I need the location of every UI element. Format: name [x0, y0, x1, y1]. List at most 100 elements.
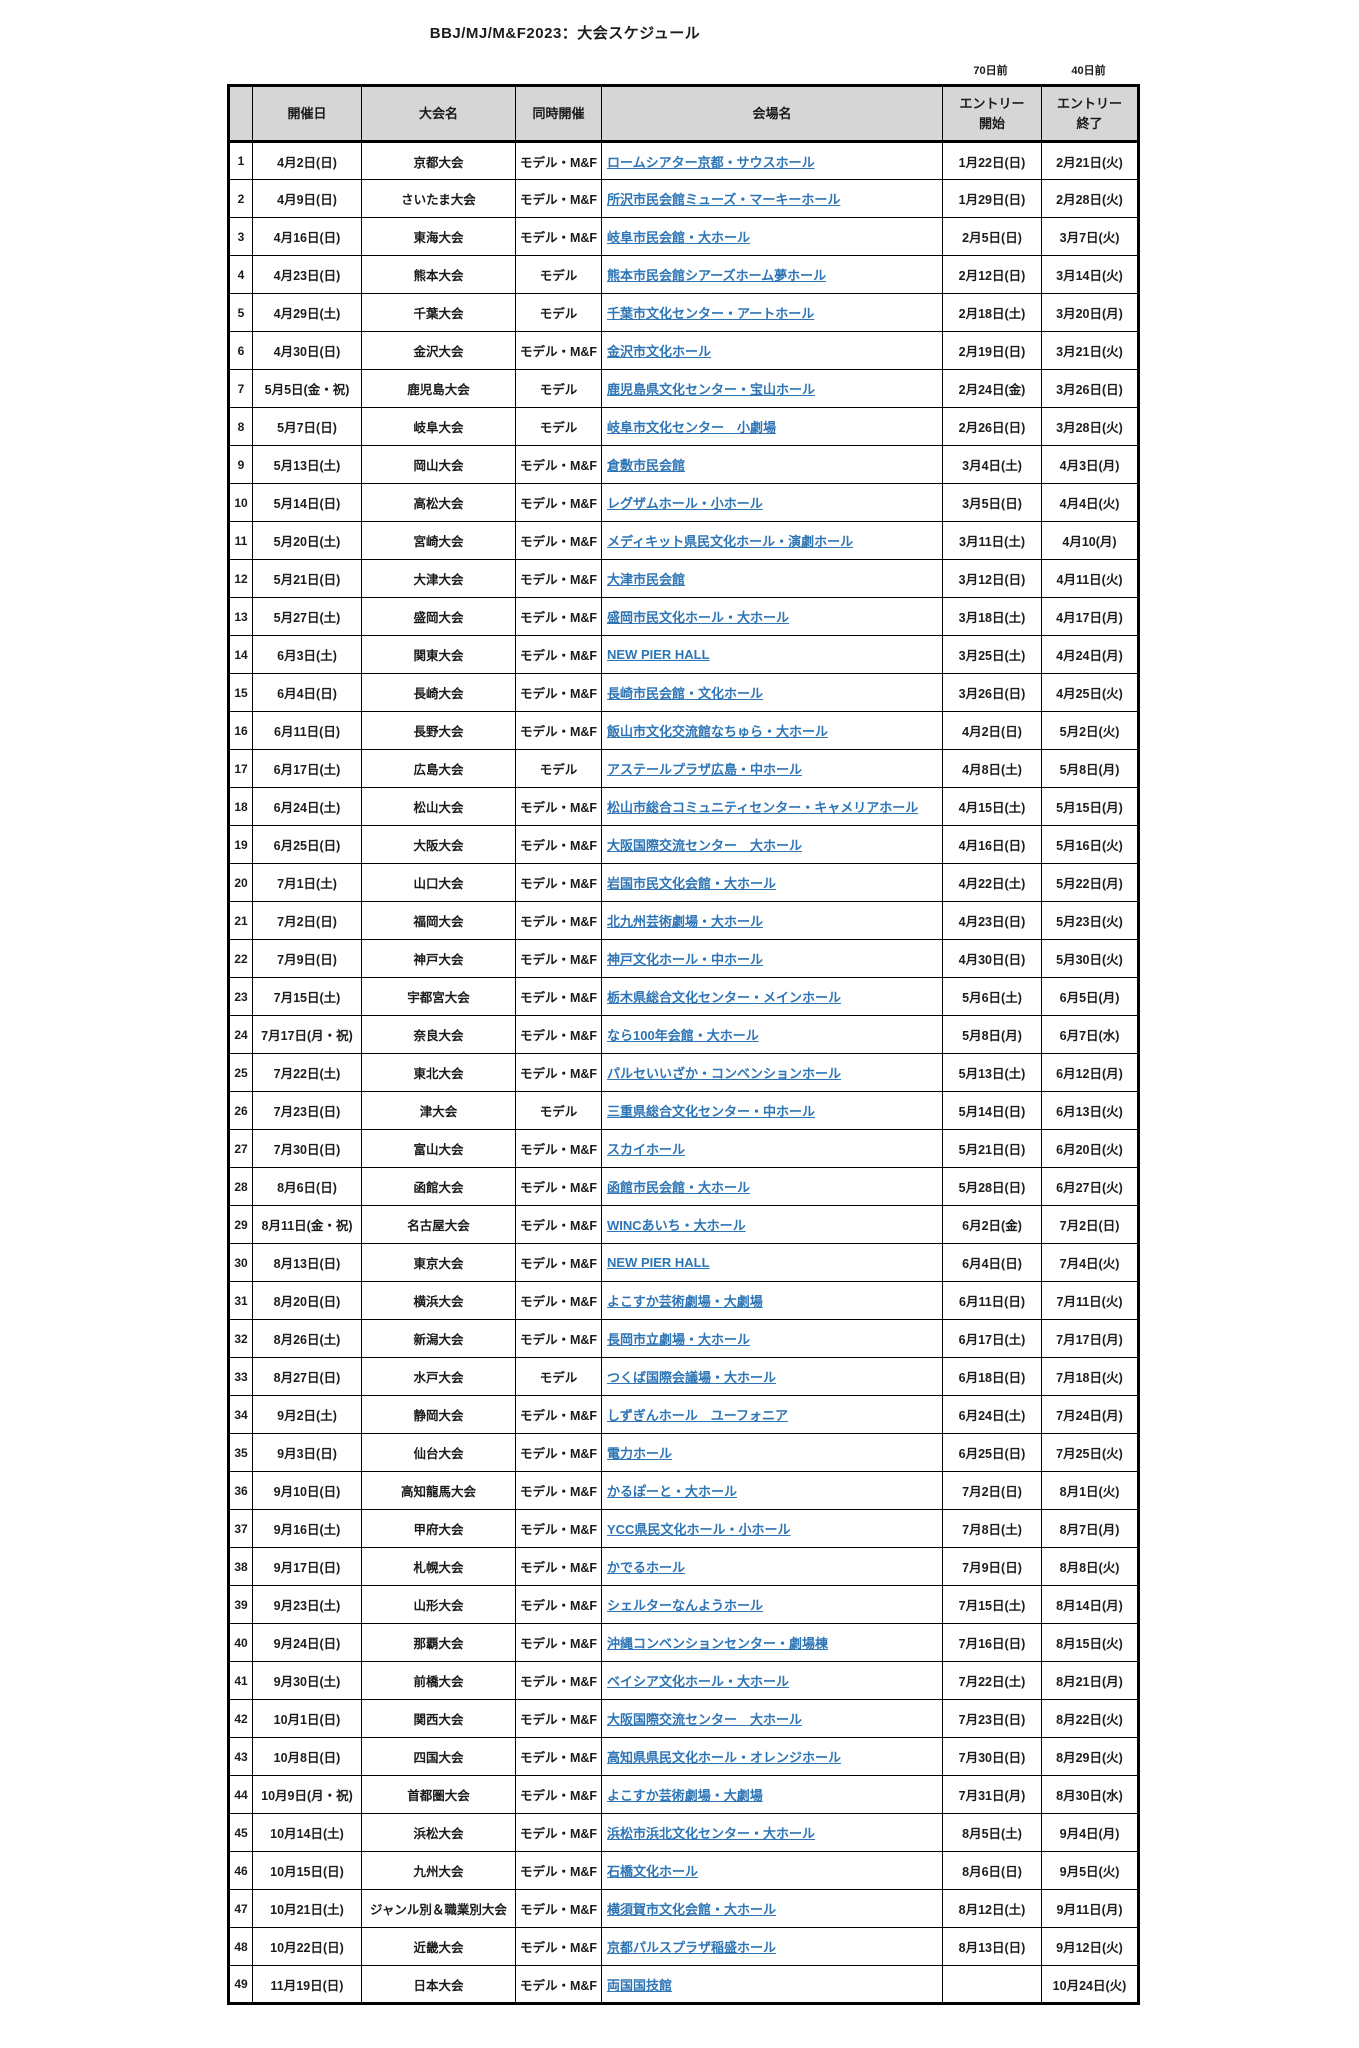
col-header-entry-end: エントリー 終了: [1041, 85, 1139, 143]
venue-link[interactable]: NEW PIER HALL: [607, 1255, 710, 1270]
venue-link[interactable]: WINCあいち・大ホール: [607, 1218, 746, 1233]
venue-link[interactable]: スカイホール: [607, 1142, 686, 1157]
venue-link[interactable]: 松山市総合コミュニティセンター・キャメリアホール: [607, 800, 919, 815]
venue-link[interactable]: 横須賀市文化会館・大ホール: [607, 1902, 777, 1917]
event-date: 8月26日(土): [252, 1319, 362, 1358]
entry-start-date: 2月26日(日): [942, 407, 1042, 446]
venue-link[interactable]: メディキット県民文化ホール・演劇ホール: [607, 534, 854, 549]
venue-link[interactable]: 岩国市民文化会館・大ホール: [607, 876, 777, 891]
row-number: 5: [228, 293, 253, 332]
venue-link[interactable]: 長岡市立劇場・大ホール: [607, 1332, 751, 1347]
venue-link[interactable]: 熊本市民会館シアーズホーム夢ホール: [607, 268, 827, 283]
concurrent-events: モデル・M&F: [515, 1775, 602, 1814]
venue-cell: アステールプラザ広島・中ホール: [601, 749, 943, 788]
entry-end-date: 9月12日(火): [1041, 1927, 1139, 1966]
venue-link[interactable]: 北九州芸術劇場・大ホール: [607, 914, 764, 929]
entry-end-date: 3月28日(火): [1041, 407, 1139, 446]
venue-link[interactable]: 浜松市浜北文化センター・大ホール: [607, 1826, 816, 1841]
concurrent-events: モデル・M&F: [515, 1205, 602, 1244]
venue-link[interactable]: 函館市民会館・大ホール: [607, 1180, 751, 1195]
entry-start-date: 2月19日(日): [942, 331, 1042, 370]
table-row: 28 8月6日(日) 函館大会 モデル・M&F 函館市民会館・大ホール 5月28…: [228, 1167, 1139, 1206]
venue-link[interactable]: 電力ホール: [607, 1446, 673, 1461]
table-row: 4 4月23日(日) 熊本大会 モデル 熊本市民会館シアーズホーム夢ホール 2月…: [228, 255, 1139, 294]
concurrent-events: モデル: [515, 1357, 602, 1396]
venue-link[interactable]: 石橋文化ホール: [607, 1864, 699, 1879]
entry-start-date: 4月16日(日): [942, 825, 1042, 864]
venue-link[interactable]: 沖縄コンベンションセンター・劇場棟: [607, 1636, 829, 1651]
venue-link[interactable]: よこすか芸術劇場・大劇場: [607, 1294, 763, 1309]
venue-link[interactable]: ロームシアター京都・サウスホール: [607, 154, 815, 170]
row-number: 9: [228, 445, 253, 484]
table-row: 38 9月17日(日) 札幌大会 モデル・M&F かでるホール 7月9日(日) …: [228, 1547, 1139, 1586]
venue-link[interactable]: 栃木県総合文化センター・メインホール: [607, 990, 842, 1005]
venue-cell: WINCあいち・大ホール: [601, 1205, 943, 1244]
venue-cell: 高知県県民文化ホール・オレンジホール: [601, 1737, 943, 1776]
venue-link[interactable]: 千葉市文化センター・アートホール: [607, 306, 815, 321]
venue-link[interactable]: 盛岡市民文化ホール・大ホール: [607, 610, 790, 625]
tournament-name: 千葉大会: [361, 293, 516, 332]
concurrent-events: モデル・M&F: [515, 331, 602, 370]
row-number: 21: [228, 901, 253, 940]
event-date: 7月1日(土): [252, 863, 362, 902]
venue-link[interactable]: 岐阜市文化センター 小劇場: [607, 420, 777, 435]
event-date: 9月24日(日): [252, 1623, 362, 1662]
entry-end-date: 7月11日(火): [1041, 1281, 1139, 1320]
venue-link[interactable]: NEW PIER HALL: [607, 647, 710, 662]
venue-link[interactable]: シェルターなんようホール: [607, 1598, 764, 1613]
venue-link[interactable]: 大阪国際交流センター 大ホール: [607, 838, 803, 853]
entry-end-date: 6月12日(月): [1041, 1053, 1139, 1092]
venue-link[interactable]: 所沢市民会館ミューズ・マーキーホール: [607, 192, 841, 207]
entry-start-date: 4月23日(日): [942, 901, 1042, 940]
concurrent-events: モデル・M&F: [515, 1547, 602, 1586]
venue-link[interactable]: 鹿児島県文化センター・宝山ホール: [607, 382, 816, 397]
venue-link[interactable]: 倉敷市民会館: [607, 458, 686, 473]
venue-cell: 岐阜市文化センター 小劇場: [601, 407, 943, 446]
tournament-name: 熊本大会: [361, 255, 516, 294]
venue-link[interactable]: 神戸文化ホール・中ホール: [607, 952, 764, 967]
venue-link[interactable]: よこすか芸術劇場・大劇場: [607, 1788, 763, 1803]
entry-start-date: 3月11日(土): [942, 521, 1042, 560]
venue-link[interactable]: 高知県県民文化ホール・オレンジホール: [607, 1750, 842, 1765]
concurrent-events: モデル・M&F: [515, 1623, 602, 1662]
venue-link[interactable]: YCC県民文化ホール・小ホール: [607, 1522, 791, 1537]
venue-link[interactable]: パルセいいざか・コンベンションホール: [607, 1066, 842, 1081]
event-date: 9月3日(日): [252, 1433, 362, 1472]
entry-end-date: 7月25日(火): [1041, 1433, 1139, 1472]
venue-link[interactable]: 飯山市文化交流館なちゅら・大ホール: [607, 724, 829, 739]
venue-link[interactable]: アステールプラザ広島・中ホール: [607, 762, 803, 777]
venue-cell: 岩国市民文化会館・大ホール: [601, 863, 943, 902]
venue-link[interactable]: ベイシア文化ホール・大ホール: [607, 1674, 790, 1689]
venue-cell: 千葉市文化センター・アートホール: [601, 293, 943, 332]
event-date: 7月23日(日): [252, 1091, 362, 1130]
venue-cell: パルセいいざか・コンベンションホール: [601, 1053, 943, 1092]
venue-link[interactable]: かでるホール: [607, 1560, 686, 1575]
event-date: 10月15日(日): [252, 1851, 362, 1890]
venue-link[interactable]: しずぎんホール ユーフォニア: [607, 1408, 788, 1423]
entry-end-date: 2月28日(火): [1041, 179, 1139, 218]
entry-end-date: 8月22日(火): [1041, 1699, 1139, 1738]
tournament-name: 名古屋大会: [361, 1205, 516, 1244]
venue-link[interactable]: 金沢市文化ホール: [607, 344, 712, 359]
venue-link[interactable]: レグザムホール・小ホール: [607, 496, 763, 511]
venue-link[interactable]: かるぽーと・大ホール: [607, 1484, 738, 1499]
row-number: 25: [228, 1053, 253, 1092]
venue-link[interactable]: なら100年会館・大ホール: [607, 1028, 759, 1043]
venue-link[interactable]: 岐阜市民会館・大ホール: [607, 230, 751, 245]
venue-link[interactable]: 大津市民会館: [607, 572, 686, 587]
venue-link[interactable]: つくば国際会議場・大ホール: [607, 1370, 777, 1385]
venue-link[interactable]: 長崎市民会館・文化ホール: [607, 686, 764, 701]
tournament-name: 横浜大会: [361, 1281, 516, 1320]
table-row: 10 5月14日(日) 高松大会 モデル・M&F レグザムホール・小ホール 3月…: [228, 483, 1139, 522]
tournament-name: 函館大会: [361, 1167, 516, 1206]
entry-start-date: 3月18日(土): [942, 597, 1042, 636]
event-date: 5月20日(土): [252, 521, 362, 560]
table-row: 27 7月30日(日) 富山大会 モデル・M&F スカイホール 5月21日(日)…: [228, 1129, 1139, 1168]
row-number: 38: [228, 1547, 253, 1586]
event-date: 7月2日(日): [252, 901, 362, 940]
venue-link[interactable]: 三重県総合文化センター・中ホール: [607, 1104, 816, 1119]
venue-link[interactable]: 京都パルスプラザ稲盛ホール: [607, 1940, 777, 1955]
venue-link[interactable]: 大阪国際交流センター 大ホール: [607, 1712, 803, 1727]
venue-link[interactable]: 両国国技館: [607, 1977, 673, 1993]
tournament-name: 甲府大会: [361, 1509, 516, 1548]
